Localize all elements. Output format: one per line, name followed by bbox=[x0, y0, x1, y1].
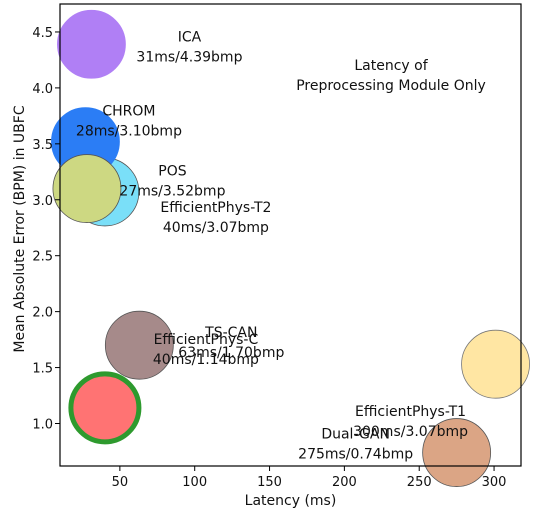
label-name-efficientphys-t1: EfficientPhys-T1 bbox=[355, 404, 466, 420]
y-tick-label: 4.5 bbox=[32, 26, 53, 41]
label-value-efficientphys-c: 40ms/1.14bmp bbox=[153, 352, 259, 368]
bubble-ica bbox=[57, 9, 126, 79]
label-value-chrom: 28ms/3.10bmp bbox=[76, 124, 182, 140]
y-axis-title: Mean Absolute Error (BPM) in UBFC bbox=[12, 105, 28, 352]
bubble-chrom bbox=[52, 154, 122, 223]
y-tick-label: 1.5 bbox=[32, 362, 53, 377]
x-tick-label: 100 bbox=[182, 475, 207, 490]
ticks-layer: 50 100 150 200 250 300 1.0 1.5 2.0 2.5 3.0 3.5 4.0 4.… bbox=[32, 26, 506, 490]
label-name-ts-can: TS-CAN bbox=[204, 325, 257, 341]
bubble-efficientphys-c bbox=[68, 371, 142, 445]
plot-frame bbox=[59, 3, 522, 467]
y-tick-label: 1.0 bbox=[32, 417, 53, 432]
x-tick-label: 300 bbox=[482, 475, 507, 490]
label-name-chrom: CHROM bbox=[102, 104, 155, 120]
annotation-line-2: Preprocessing Module Only bbox=[296, 78, 486, 94]
point-labels-layer: EfficientPhys-C 40ms/1.14bmp TS-CAN 63ms/1.… bbox=[76, 29, 468, 462]
bubbles-layer bbox=[51, 9, 530, 487]
label-name-ica: ICA bbox=[178, 29, 202, 45]
y-tick-label: 2.5 bbox=[32, 250, 53, 265]
label-value-ts-can: 63ms/1.70bmp bbox=[178, 345, 284, 361]
label-value-dual-gan: 275ms/0.74bmp bbox=[298, 447, 413, 463]
y-tick-label: 4.0 bbox=[32, 82, 53, 97]
x-tick-label: 50 bbox=[112, 475, 129, 490]
bubble-efficientphys-t1 bbox=[461, 329, 530, 399]
y-tick-label: 3.0 bbox=[32, 194, 53, 209]
label-value-efficientphys-t1: 300ms/3.07bmp bbox=[353, 424, 468, 440]
x-axis-title: Latency (ms) bbox=[245, 493, 337, 509]
annotation-line-1: Latency of bbox=[354, 58, 428, 74]
y-tick-label: 3.5 bbox=[32, 138, 53, 153]
label-name-efficientphys-c: EfficientPhys-C bbox=[154, 332, 259, 348]
label-value-pos: 27ms/3.52bmp bbox=[119, 184, 225, 200]
x-tick-label: 250 bbox=[407, 475, 432, 490]
label-name-pos: POS bbox=[158, 164, 186, 180]
x-tick-label: 150 bbox=[257, 475, 282, 490]
label-name-efficientphys-t2: EfficientPhys-T2 bbox=[160, 200, 271, 216]
bubble-ts-can bbox=[104, 310, 174, 380]
label-value-efficientphys-t2: 40ms/3.07bmp bbox=[163, 220, 269, 236]
y-tick-label: 2.0 bbox=[32, 306, 53, 321]
label-value-ica: 31ms/4.39bmp bbox=[136, 49, 242, 65]
x-tick-label: 200 bbox=[332, 475, 357, 490]
bubble-dual-gan bbox=[422, 418, 492, 487]
label-name-dual-gan: Dual-GAN bbox=[321, 427, 390, 443]
